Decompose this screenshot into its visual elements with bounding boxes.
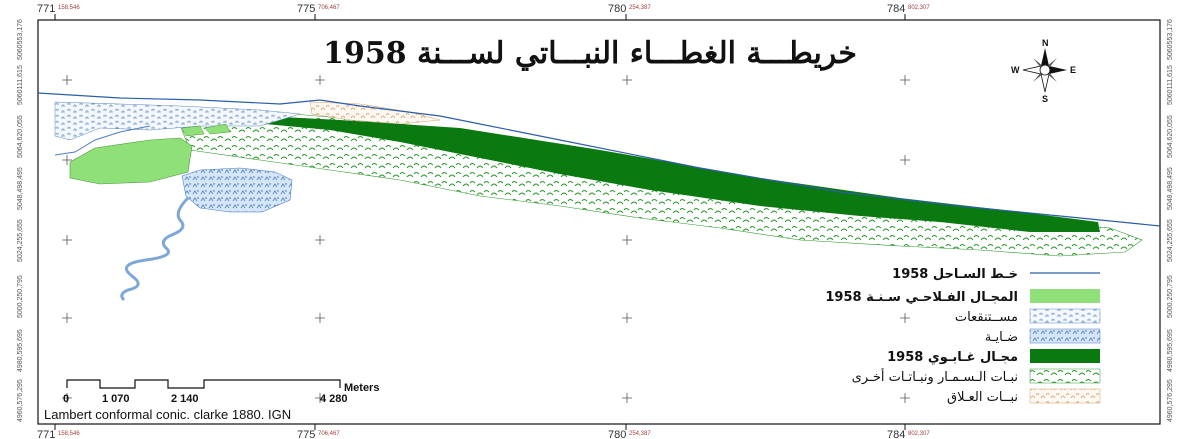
forest-area <box>262 116 1100 232</box>
coastline-1958 <box>37 92 1161 227</box>
left-coord: 5060111,615 <box>17 65 24 105</box>
agricultural-area <box>69 137 193 185</box>
left-coord: 4980,595,695 <box>17 329 24 372</box>
frame-ticks <box>54 14 906 430</box>
left-coord: 5064,620,055 <box>17 115 24 158</box>
scale-tick: 4 280 <box>320 393 348 405</box>
top-coord-major: 775 <box>297 3 315 15</box>
bottom-coord-minor: 802,307 <box>908 431 930 437</box>
right-coord: 5060553,176 <box>1167 19 1174 60</box>
legend-symbol-alaq <box>1029 388 1101 404</box>
bottom-coord-minor: 158,546 <box>58 431 80 437</box>
compass-s: S <box>1042 94 1048 104</box>
bottom-coord-minor: 706,467 <box>318 431 340 437</box>
river-channel <box>54 125 151 156</box>
river <box>120 196 190 302</box>
top-coord-minor: 158,546 <box>58 5 80 11</box>
right-coord: 5024,255,655 <box>1167 219 1174 262</box>
legend-label: مجـال غـابـوي 1958 <box>887 350 1018 365</box>
legend-symbol-samar <box>1029 368 1101 384</box>
right-coord: 4980,595,695 <box>1167 329 1174 372</box>
top-coord-major: 780 <box>608 3 626 15</box>
right-coord: 5064,620,055 <box>1167 115 1174 158</box>
compass-e: E <box>1070 65 1076 75</box>
right-coord: 4960,576,295 <box>1167 379 1174 422</box>
top-coord-major: 784 <box>887 3 905 15</box>
pond-area <box>181 167 293 213</box>
legend-symbol-pond <box>1029 328 1101 344</box>
top-coord-minor: 802,307 <box>908 5 930 11</box>
compass-n: N <box>1042 38 1049 48</box>
marsh-area <box>54 101 301 141</box>
scale-unit: Meters <box>344 382 379 394</box>
scale-tick: 1 070 <box>102 393 130 405</box>
legend-symbol-agri <box>1030 289 1100 303</box>
projection-note: Lambert conformal conic. clarke 1880. IG… <box>44 407 291 422</box>
legend-symbol-marsh <box>1029 308 1101 324</box>
bottom-coord-major: 771 <box>37 429 55 439</box>
map-frame <box>37 19 1161 425</box>
bottom-coord-minor: 254,387 <box>629 431 651 437</box>
bottom-coord-major: 784 <box>887 429 905 439</box>
left-coord: 5060553,176 <box>17 19 24 60</box>
legend-label: نبـات الـسـمـار ونبـاتـات أخـرى <box>852 368 1018 385</box>
legend-symbol-forest <box>1030 349 1100 363</box>
scale-tick: 2 140 <box>171 393 199 405</box>
alaq-vegetation-area <box>309 101 441 125</box>
right-coordinates: 5060553,176 5060111,615 5064,620,055 504… <box>1167 19 1174 422</box>
left-coord: 5048,498,495 <box>17 167 24 210</box>
right-coord: 5060111,615 <box>1167 65 1174 105</box>
left-coord: 5024,255,655 <box>17 219 24 262</box>
legend-label: ضـايـة <box>985 330 1018 345</box>
bottom-coordinates: 771 158,546 775 706,467 780 254,387 784 … <box>37 429 930 439</box>
left-coord: 4960,576,295 <box>17 379 24 422</box>
legend-label: نبــات العـلاق <box>947 390 1018 405</box>
scale-bar: 0 1 070 2 140 4 280 Meters <box>63 379 379 405</box>
compass-w: W <box>1011 65 1020 75</box>
bottom-coord-major: 775 <box>297 429 315 439</box>
right-coord: 5048,498,495 <box>1167 167 1174 210</box>
scale-tick: 0 <box>63 393 69 405</box>
left-coord: 5000,250,795 <box>17 275 24 318</box>
legend-label: المجـال الفـلاحـي سـنـة 1958 <box>825 290 1018 305</box>
map-features <box>37 92 1161 302</box>
legend-label: مســتنقعات <box>955 310 1018 325</box>
north-arrow-icon: N S E W <box>1011 38 1076 104</box>
bottom-coord-major: 780 <box>608 429 626 439</box>
agricultural-strip <box>181 123 231 137</box>
legend-label: خـط السـاحل 1958 <box>892 267 1018 282</box>
left-coordinates: 5060553,176 5060111,615 5064,620,055 504… <box>17 19 24 422</box>
map-legend: خـط السـاحل 1958 المجـال الفـلاحـي سـنـة… <box>825 267 1101 405</box>
top-coord-major: 771 <box>37 3 55 15</box>
right-coord: 5000,250,795 <box>1167 275 1174 318</box>
top-coordinates: 771 158,546 775 706,467 780 254,387 784 … <box>37 3 930 15</box>
top-coord-minor: 254,387 <box>629 5 651 11</box>
map-title: خريطـــة الغطـــاء النبـــاتي لســـنة 19… <box>323 36 857 71</box>
top-coord-minor: 706,467 <box>318 5 340 11</box>
